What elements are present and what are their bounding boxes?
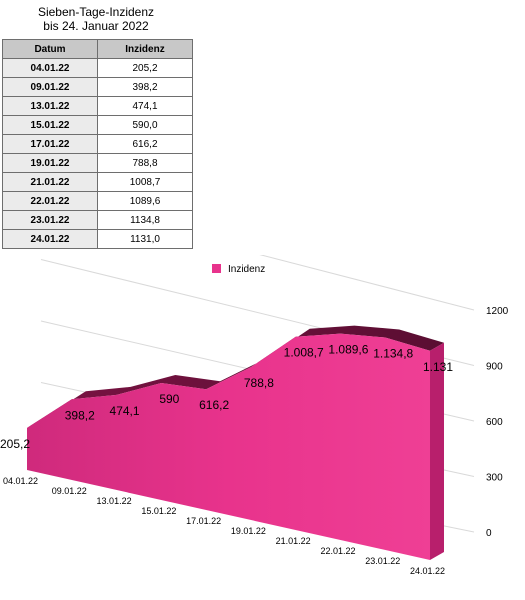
- date-cell: 15.01.22: [2, 115, 98, 135]
- y-tick-label: 300: [486, 473, 503, 484]
- x-tick-label: 13.01.22: [97, 496, 132, 506]
- date-cell: 13.01.22: [2, 96, 98, 116]
- data-label: 1.131: [423, 360, 453, 374]
- value-cell: 788,8: [97, 153, 193, 173]
- date-cell: 22.01.22: [2, 191, 98, 211]
- table-row: 15.01.22 590,0: [2, 115, 193, 135]
- table-row: 04.01.22 205,2: [2, 58, 193, 78]
- data-label: 1.089,6: [328, 343, 368, 357]
- series-area-side: [430, 342, 444, 560]
- title-line-1: Sieben-Tage-Inzidenz: [37, 5, 155, 19]
- date-cell: 04.01.22: [2, 58, 98, 78]
- value-cell: 590,0: [97, 115, 193, 135]
- value-cell: 616,2: [97, 134, 193, 154]
- series-area-top: [27, 325, 444, 428]
- x-tick-label: 21.01.22: [276, 536, 311, 546]
- value-cell: 474,1: [97, 96, 193, 116]
- data-labels: 205,2 398,2 474,1 590 616,2 788,8 1.008,7 1.089…: [0, 343, 453, 451]
- date-cell: 17.01.22: [2, 134, 98, 154]
- value-cell: 1008,7: [97, 172, 193, 192]
- header-datum: Datum: [2, 39, 98, 59]
- table-title: Sieben-Tage-Inzidenz bis 24. Januar 2022: [0, 5, 192, 33]
- table-row: 22.01.22 1089,6: [2, 191, 193, 211]
- data-label: 1.008,7: [284, 346, 324, 360]
- table-row: 23.01.22 1134,8: [2, 210, 193, 230]
- header-inzidenz: Inzidenz: [97, 39, 193, 59]
- date-cell: 19.01.22: [2, 153, 98, 173]
- incidence-area-chart: Inzidenz 0 300 600 900 1200 04.01.22 09.01.22…: [0, 255, 509, 576]
- data-label: 1.134,8: [373, 347, 413, 361]
- value-cell: 1134,8: [97, 210, 193, 230]
- data-label: 474,1: [110, 404, 140, 418]
- gridline: [259, 255, 475, 311]
- data-label: 398,2: [65, 408, 95, 422]
- x-tick-label: 17.01.22: [186, 516, 221, 526]
- data-label: 616,2: [199, 398, 229, 412]
- table-row: 09.01.22 398,2: [2, 77, 193, 97]
- legend-label: Inzidenz: [228, 264, 265, 275]
- date-cell: 24.01.22: [2, 229, 98, 249]
- x-tick-label: 22.01.22: [320, 546, 355, 556]
- incidence-table: Datum Inzidenz 04.01.22 205,2 09.01.22 398…: [2, 39, 193, 249]
- chart-series: [27, 325, 444, 560]
- x-tick-label: 24.01.22: [410, 566, 445, 576]
- value-cell: 398,2: [97, 77, 193, 97]
- x-tick-label: 04.01.22: [3, 476, 38, 486]
- x-tick-label: 19.01.22: [231, 526, 266, 536]
- date-cell: 09.01.22: [2, 77, 98, 97]
- y-axis-ticks: 0 300 600 900 1200: [486, 306, 509, 539]
- x-tick-label: 09.01.22: [52, 486, 87, 496]
- y-tick-label: 0: [486, 528, 492, 539]
- table-row: 24.01.22 1131,0: [2, 229, 193, 249]
- chart-legend: Inzidenz: [212, 264, 265, 275]
- table-header-row: Datum Inzidenz: [2, 39, 193, 59]
- data-label: 205,2: [0, 437, 30, 451]
- series-area-front: [27, 333, 430, 560]
- data-label: 788,8: [244, 376, 274, 390]
- table-row: 17.01.22 616,2: [2, 134, 193, 154]
- value-cell: 205,2: [97, 58, 193, 78]
- x-tick-label: 23.01.22: [365, 556, 400, 566]
- table-row: 21.01.22 1008,7: [2, 172, 193, 192]
- y-tick-label: 600: [486, 417, 503, 428]
- value-cell: 1089,6: [97, 191, 193, 211]
- y-tick-label: 1200: [486, 306, 509, 317]
- x-tick-label: 15.01.22: [141, 506, 176, 516]
- value-cell: 1131,0: [97, 229, 193, 249]
- x-axis-labels: 04.01.22 09.01.22 13.01.22 15.01.22 17.01.22…: [3, 476, 445, 576]
- legend-swatch: [212, 264, 221, 273]
- y-tick-label: 900: [486, 362, 503, 373]
- date-cell: 23.01.22: [2, 210, 98, 230]
- data-label: 590: [159, 392, 179, 406]
- date-cell: 21.01.22: [2, 172, 98, 192]
- table-row: 13.01.22 474,1: [2, 96, 193, 116]
- table-row: 19.01.22 788,8: [2, 153, 193, 173]
- title-line-2: bis 24. Januar 2022: [43, 19, 149, 33]
